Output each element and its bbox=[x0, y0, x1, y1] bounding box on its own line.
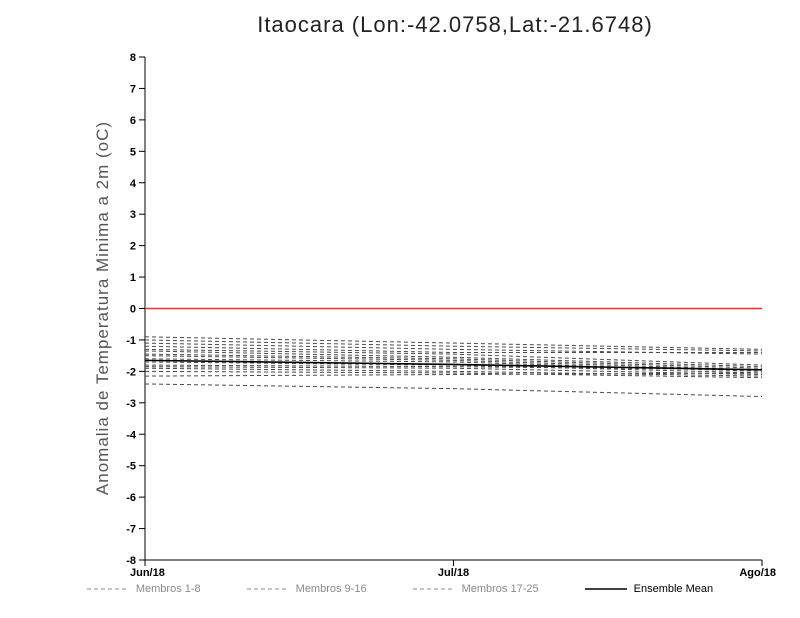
ensemble-member-line bbox=[144, 350, 763, 368]
legend-item-membros-17-25: Membros 17-25 bbox=[412, 583, 539, 595]
y-tick-label: 1 bbox=[130, 272, 136, 284]
y-tick-label: -5 bbox=[126, 461, 136, 473]
legend: Membros 1-8 Membros 9-16 Membros 17-25 Ense… bbox=[0, 583, 800, 595]
x-tick-label: Ago/18 bbox=[739, 567, 776, 579]
legend-label: Membros 9-16 bbox=[295, 583, 367, 595]
legend-label: Membros 17-25 bbox=[461, 583, 539, 595]
ensemble-member-line bbox=[144, 370, 763, 379]
ensemble-member-line bbox=[144, 355, 763, 371]
ensemble-member-line bbox=[144, 366, 763, 376]
y-tick-label: 3 bbox=[130, 209, 136, 221]
dashed-line-icon bbox=[246, 588, 289, 590]
series-lines bbox=[144, 336, 763, 398]
ensemble-member-line bbox=[144, 339, 763, 352]
y-tick-label: 6 bbox=[130, 115, 136, 127]
legend-label: Ensemble Mean bbox=[633, 583, 714, 595]
ensemble-member-line bbox=[144, 383, 763, 398]
y-tick-label: 5 bbox=[130, 146, 136, 158]
y-tick-label: -7 bbox=[126, 524, 136, 536]
ensemble-mean-line bbox=[144, 359, 763, 371]
solid-line-icon bbox=[584, 588, 627, 590]
ensemble-member-line bbox=[144, 348, 763, 366]
dashed-line-icon bbox=[86, 588, 129, 590]
y-tick-label: -3 bbox=[126, 398, 136, 410]
axes: -8 -7 -6 -5 -4 -3 -2 -1 0 1 2 3 4 5 6 7 8 Jun/18 Jul/18 Ago… bbox=[126, 52, 776, 579]
x-tick-label: Jul/18 bbox=[438, 567, 469, 579]
x-tick-label: Jun/18 bbox=[130, 567, 165, 579]
legend-item-ensemble-mean: Ensemble Mean bbox=[584, 583, 714, 595]
legend-item-membros-9-16: Membros 9-16 bbox=[246, 583, 367, 595]
legend-label: Membros 1-8 bbox=[135, 583, 201, 595]
ensemble-member-line bbox=[144, 336, 763, 350]
y-tick-label: 0 bbox=[130, 304, 136, 316]
chart-title: Itaocara (Lon:-42.0758,Lat:-21.6748) bbox=[257, 12, 653, 37]
line-chart: Itaocara (Lon:-42.0758,Lat:-21.6748) Ano… bbox=[93, 12, 776, 579]
y-tick-label: 4 bbox=[130, 178, 137, 190]
y-tick-label: 2 bbox=[130, 241, 136, 253]
ensemble-member-line bbox=[144, 372, 763, 377]
legend-item-membros-1-8: Membros 1-8 bbox=[86, 583, 201, 595]
ensemble-member-line bbox=[144, 367, 763, 377]
dashed-line-icon bbox=[412, 588, 455, 590]
ensemble-member-line bbox=[144, 353, 763, 369]
y-tick-label: -1 bbox=[126, 335, 136, 347]
y-tick-label: 8 bbox=[130, 52, 136, 64]
y-tick-label: -2 bbox=[126, 366, 136, 378]
y-tick-label: 7 bbox=[130, 83, 136, 95]
y-tick-label: -6 bbox=[126, 492, 136, 504]
ensemble-member-line bbox=[144, 345, 762, 354]
y-tick-label: -8 bbox=[126, 555, 136, 567]
y-tick-label: -4 bbox=[126, 429, 137, 441]
y-axis-label: Anomalia de Temperatura Minima a 2m (oC) bbox=[93, 121, 112, 495]
